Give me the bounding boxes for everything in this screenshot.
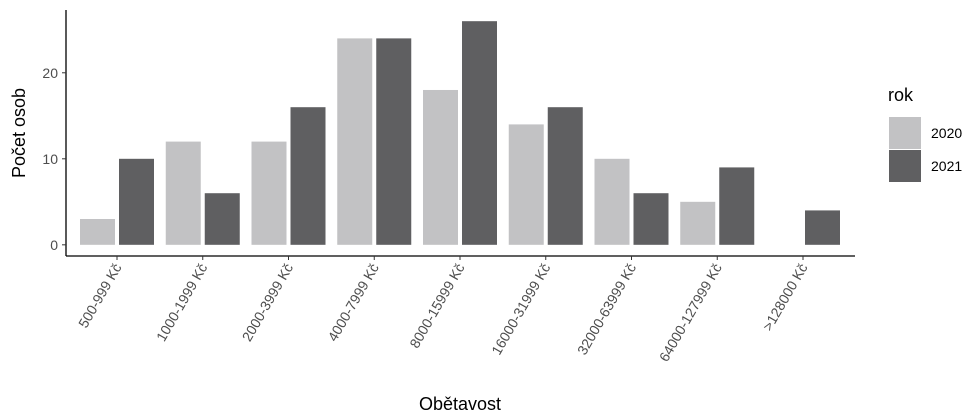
bar-2020-4 — [423, 89, 458, 245]
bar-2020-6 — [594, 158, 630, 245]
legend: rok 2020 2021 — [888, 85, 962, 182]
legend-title: rok — [888, 85, 914, 105]
bar-2021-5 — [547, 107, 583, 245]
y-tick-label: 20 — [42, 65, 58, 81]
bar-2021-2 — [290, 107, 326, 245]
bar-2020-0 — [80, 219, 115, 245]
y-tick-label: 0 — [50, 237, 58, 253]
x-axis-title: Obětavost — [419, 394, 501, 414]
bar-2020-5 — [508, 124, 544, 245]
x-tick-label: 32000-63999 Kč — [574, 261, 639, 358]
bar-2020-3 — [337, 38, 373, 245]
bar-2021-7 — [719, 167, 755, 245]
legend-key-2021 — [889, 150, 921, 182]
bar-2020-7 — [680, 201, 716, 245]
x-tick-label: >128000 Kč — [759, 261, 810, 334]
legend-key-2020 — [889, 117, 921, 149]
x-tick-label: 16000-31999 Kč — [488, 261, 553, 358]
bar-2021-8 — [805, 210, 840, 245]
legend-label-2020: 2020 — [931, 125, 962, 141]
bar-2020-1 — [165, 141, 201, 245]
legend-label-2021: 2021 — [931, 158, 962, 174]
bar-2021-1 — [204, 193, 240, 245]
bar-2021-4 — [462, 21, 497, 245]
x-tick-label: 4000-7999 Kč — [324, 261, 381, 345]
x-tick-label: 1000-1999 Kč — [153, 261, 210, 345]
bars-layer — [80, 21, 840, 245]
bar-2021-3 — [376, 38, 412, 245]
x-tick-label: 8000-15999 Kč — [406, 261, 467, 351]
y-tick-label: 10 — [42, 151, 58, 167]
x-ticks: 500-999 Kč 1000-1999 Kč 2000-3999 Kč 4000-7… — [75, 256, 811, 364]
y-ticks: 0 10 20 — [42, 65, 66, 253]
bar-2021-0 — [119, 158, 154, 245]
bar-2020-2 — [251, 141, 287, 245]
x-tick-label: 64000-127999 Kč — [656, 261, 725, 365]
x-tick-label: 500-999 Kč — [75, 261, 125, 331]
x-tick-label: 2000-3999 Kč — [239, 261, 296, 345]
bar-2021-6 — [633, 193, 669, 245]
y-axis-title: Počet osob — [9, 88, 29, 178]
